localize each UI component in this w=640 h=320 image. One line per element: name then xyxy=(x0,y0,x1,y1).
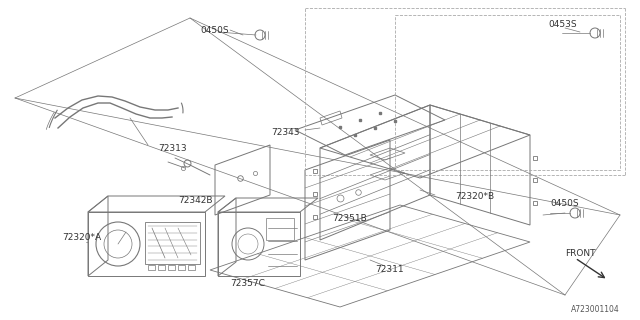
Text: 0450S: 0450S xyxy=(550,198,579,207)
Text: 72342B: 72342B xyxy=(178,196,212,204)
Text: 72313: 72313 xyxy=(158,143,187,153)
Text: 72351B: 72351B xyxy=(332,213,367,222)
Text: 72320*B: 72320*B xyxy=(455,191,494,201)
Text: 72343: 72343 xyxy=(271,127,300,137)
Text: A723001104: A723001104 xyxy=(572,306,620,315)
Text: FRONT: FRONT xyxy=(565,249,595,258)
Text: 0453S: 0453S xyxy=(548,20,577,28)
Text: 0450S: 0450S xyxy=(200,26,228,35)
Text: 72311: 72311 xyxy=(376,266,404,275)
Text: 72320*A: 72320*A xyxy=(62,233,101,242)
Text: 72357C: 72357C xyxy=(230,278,266,287)
